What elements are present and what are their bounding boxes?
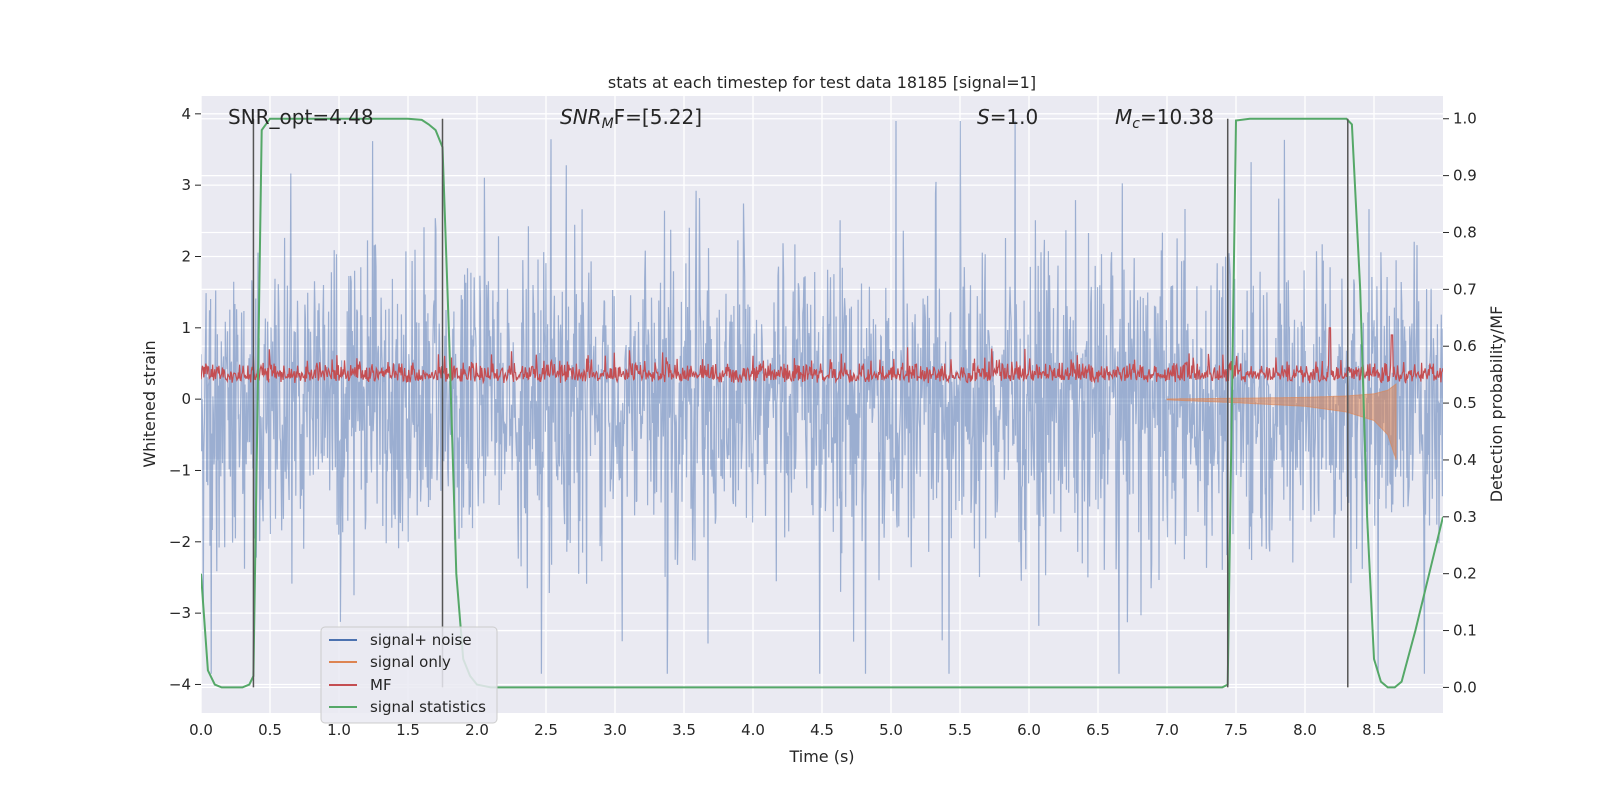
legend-box — [320, 626, 498, 724]
x-tick-label: 6.5 — [1086, 721, 1110, 739]
y-tick-label: −4 — [169, 675, 191, 693]
x-tick-label: 7.5 — [1224, 721, 1248, 739]
x-tick-label: 5.0 — [879, 721, 903, 739]
y2-axis-label: Detection probability/MF — [1487, 306, 1506, 503]
y-tick-label: 3 — [181, 176, 191, 194]
annotation-s: S=1.0 — [977, 105, 1038, 129]
y-tick-label: 1 — [181, 319, 191, 337]
y-tick-label: 4 — [181, 105, 191, 123]
x-tick-label: 6.0 — [1017, 721, 1041, 739]
y2-tick-label: 0.5 — [1453, 394, 1477, 412]
legend: signal+ noise signal only MF signal stat… — [320, 626, 498, 724]
x-tick-label: 7.0 — [1155, 721, 1179, 739]
y2-tick-label: 0.8 — [1453, 223, 1477, 241]
x-axis-label: Time (s) — [788, 747, 854, 766]
y2-tick-label: 0.3 — [1453, 508, 1477, 526]
y-tick-label: −2 — [169, 533, 191, 551]
chart-title: stats at each timestep for test data 181… — [608, 73, 1036, 92]
x-tick-label: 2.5 — [534, 721, 558, 739]
x-tick-label: 1.0 — [327, 721, 351, 739]
annotation-snr-mf: SNRMF=[5.22] — [560, 105, 702, 132]
y2-tick-label: 0.4 — [1453, 451, 1477, 469]
series-signal-only — [1166, 383, 1397, 460]
y2-tick-label: 0.2 — [1453, 565, 1477, 583]
x-tick-label: 0.0 — [189, 721, 213, 739]
legend-label-mf: MF — [370, 676, 392, 694]
x-tick-label: 1.5 — [396, 721, 420, 739]
y-tick-label: −3 — [169, 604, 191, 622]
tick-labels: 0.0 0.5 1.0 1.5 2.0 2.5 3.0 3.5 4.0 4.5 5.0 5.5 6.0 6… — [169, 105, 1477, 739]
legend-label-signal-only: signal only — [370, 653, 451, 671]
annotation-mc: Mc=10.38 — [1115, 105, 1214, 132]
x-tick-label: 4.0 — [741, 721, 765, 739]
y2-tick-label: 0.0 — [1453, 678, 1477, 696]
y-tick-label: 2 — [181, 247, 191, 265]
y2-tick-label: 0.1 — [1453, 622, 1477, 640]
y2-tick-label: 0.9 — [1453, 167, 1477, 185]
y-tick-label: −1 — [169, 461, 191, 479]
series-mf — [201, 327, 1443, 385]
y-tick-label: 0 — [181, 390, 191, 408]
series-signal-noise — [201, 120, 1443, 674]
x-tick-label: 4.5 — [810, 721, 834, 739]
x-tick-label: 2.0 — [465, 721, 489, 739]
x-tick-label: 3.5 — [672, 721, 696, 739]
y-axis-label: Whitened strain — [140, 340, 159, 467]
annotations: SNR_opt=4.48 SNRMF=[5.22] S=1.0 Mc=10.38 — [228, 105, 1214, 132]
y2-tick-label: 0.6 — [1453, 337, 1477, 355]
y2-tick-label: 0.7 — [1453, 280, 1477, 298]
annotation-snr-opt: SNR_opt=4.48 — [228, 105, 374, 129]
x-tick-label: 5.5 — [948, 721, 972, 739]
x-tick-label: 8.5 — [1362, 721, 1386, 739]
legend-label-signal-noise: signal+ noise — [370, 631, 472, 649]
x-tick-label: 0.5 — [258, 721, 282, 739]
x-tick-label: 3.0 — [603, 721, 627, 739]
x-tick-label: 8.0 — [1293, 721, 1317, 739]
legend-label-signal-statistics: signal statistics — [370, 698, 486, 716]
y2-tick-label: 1.0 — [1453, 110, 1477, 128]
